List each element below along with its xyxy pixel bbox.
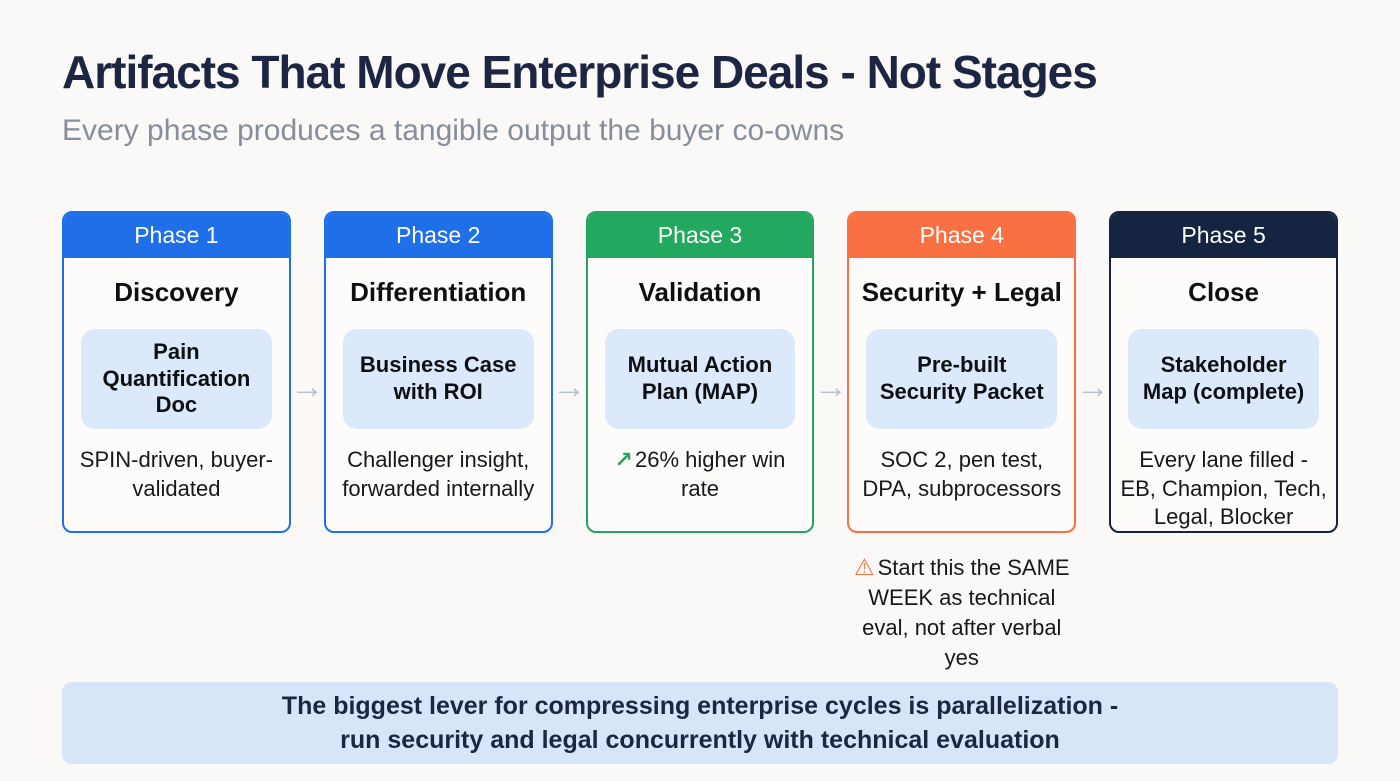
arrow-right-icon: → <box>1075 367 1110 406</box>
phase-title: Validation <box>638 276 762 307</box>
phase-note: SOC 2, pen test, DPA, subprocessors <box>862 447 1062 501</box>
phase-card-security-legal: Phase 4 Security + Legal Pre-built Secur… <box>847 210 1077 533</box>
phase-note: SPIN-driven, buyer-validated <box>79 447 273 501</box>
phase-card-differentiation: Phase 2 Differentiation Business Case wi… <box>323 210 553 533</box>
phase-note: ↗26% higher win rate <box>588 446 813 503</box>
phase-card-close: Phase 5 Close Stakeholder Map (complete)… <box>1109 210 1338 533</box>
artifact-box: Pain Quantification Doc <box>81 329 272 430</box>
phase-card-discovery: Phase 1 Discovery Pain Quantification Do… <box>62 210 291 533</box>
phase-title: Differentiation <box>350 276 527 307</box>
artifact-box: Mutual Action Plan (MAP) <box>604 329 796 430</box>
artifact-box: Stakeholder Map (complete) <box>1128 329 1319 430</box>
banner-line-2: run security and legal concurrently with… <box>340 725 1060 754</box>
phase-column-2: Phase 2 Differentiation Business Case wi… <box>323 210 586 533</box>
phase-column-5: Phase 5 Close Stakeholder Map (complete)… <box>1109 210 1338 533</box>
phase-column-4: Phase 4 Security + Legal Pre-built Secur… <box>847 210 1110 673</box>
phase-header-label: Phase 3 <box>587 212 813 258</box>
phase-column-1: Phase 1 Discovery Pain Quantification Do… <box>62 210 324 533</box>
phase-note: Challenger insight, forwarded internally <box>342 447 535 501</box>
phase-title: Security + Legal <box>861 276 1062 307</box>
key-takeaway-banner: The biggest lever for compressing enterp… <box>62 681 1338 764</box>
phase-warning: ⚠ Start this the SAME WEEK as technical e… <box>847 552 1076 673</box>
arrow-right-icon: → <box>290 367 325 406</box>
phase-card-validation: Phase 3 Validation Mutual Action Plan (M… <box>585 210 815 533</box>
artifact-box: Business Case with ROI <box>342 329 534 430</box>
artifact-box: Pre-built Security Packet <box>866 329 1058 430</box>
arrow-right-icon: → <box>813 367 848 406</box>
phase-header-label: Phase 2 <box>325 212 551 258</box>
page-title: Artifacts That Move Enterprise Deals - N… <box>62 46 1098 98</box>
phase-header-label: Phase 4 <box>849 212 1075 258</box>
page-subtitle: Every phase produces a tangible output t… <box>62 113 845 147</box>
phase-header-label: Phase 5 <box>1111 212 1336 258</box>
trend-up-arrow-icon: ↗ <box>614 447 633 473</box>
warning-triangle-icon: ⚠ <box>853 553 875 580</box>
phases-row: Phase 1 Discovery Pain Quantification Do… <box>62 210 1338 673</box>
banner-line-1: The biggest lever for compressing enterp… <box>281 691 1119 720</box>
arrow-right-icon: → <box>552 367 587 406</box>
phase-note-text: 26% higher win rate <box>634 447 786 501</box>
phase-warning-text: Start this the SAME WEEK as technical ev… <box>862 554 1070 670</box>
phase-header-label: Phase 1 <box>64 212 289 258</box>
phase-title: Discovery <box>114 276 239 307</box>
phase-column-3: Phase 3 Validation Mutual Action Plan (M… <box>585 210 848 533</box>
phase-note: Every lane filled - EB, Champion, Tech, … <box>1120 447 1327 530</box>
phase-title: Close <box>1188 276 1259 307</box>
